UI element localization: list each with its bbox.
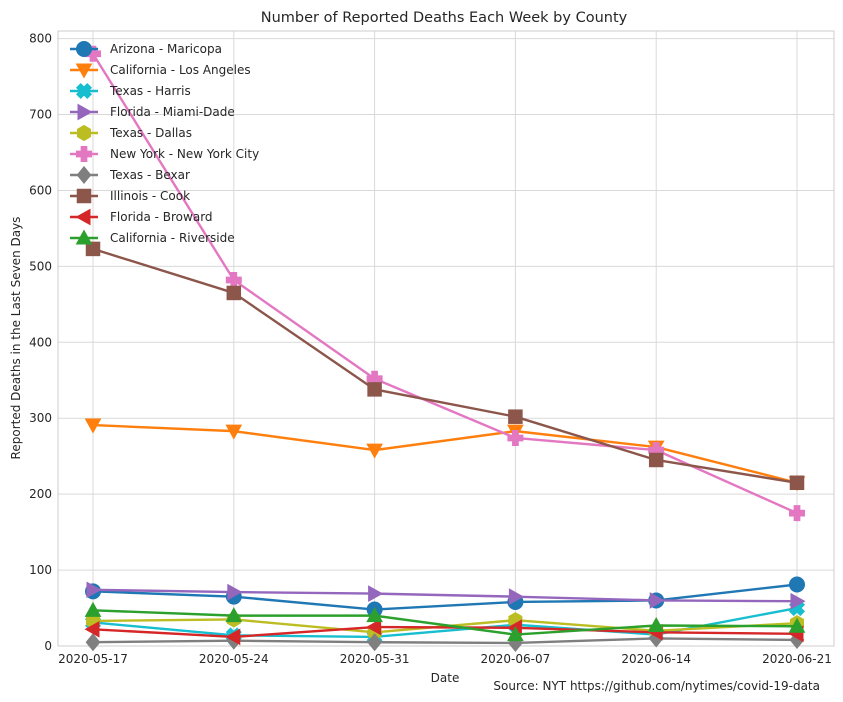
data-point [368, 585, 384, 602]
legend-label: Illinois - Cook [110, 189, 190, 203]
legend-marker [75, 82, 93, 100]
tick-labels: 0 100 200 300 400 500 600 700 800 2020-05-17 2020-… [29, 32, 832, 666]
data-point [226, 285, 242, 301]
y-tick-label: 0 [44, 639, 52, 653]
legend-marker [75, 208, 91, 226]
data-point [649, 592, 665, 609]
legend-entry: California - Los Angeles [70, 63, 251, 79]
legend-label: Texas - Bexar [109, 168, 190, 182]
legend-entry: Illinois - Cook [70, 188, 190, 204]
series-3 [86, 581, 806, 610]
legend-entry: Arizona - Maricopa [70, 41, 222, 57]
x-axis-label: Date [431, 671, 460, 685]
series-line [91, 53, 798, 515]
data-point [86, 581, 102, 599]
legend-marker [76, 41, 92, 57]
legend-label: New York - New York City [110, 147, 259, 161]
series-5 [85, 45, 805, 522]
legend-marker [77, 103, 93, 121]
data-point [507, 626, 524, 642]
series-1 [84, 418, 806, 492]
data-point [789, 576, 805, 593]
legend-entry: Texas - Bexar [70, 165, 190, 185]
series-line [92, 588, 798, 603]
legend-label: California - Los Angeles [110, 63, 251, 77]
series-line [92, 637, 798, 645]
series-line [92, 247, 798, 484]
legend-entry: California - Riverside [70, 229, 235, 245]
legend-entry: Texas - Dallas [70, 124, 192, 142]
x-tick-label: 2020-06-07 [481, 652, 551, 666]
legend-entry: Florida - Broward [70, 208, 213, 226]
y-tick-label: 500 [29, 259, 52, 273]
y-tick-label: 100 [29, 563, 52, 577]
data-point [225, 272, 242, 289]
data-point [225, 628, 241, 646]
legend-marker [75, 63, 93, 79]
source-note: Source: NYT https://github.com/nytimes/c… [493, 679, 820, 693]
legend-label: Florida - Miami-Dade [110, 105, 235, 119]
legend-label: California - Riverside [110, 231, 235, 245]
legend-label: Florida - Broward [110, 210, 213, 224]
chart-title: Number of Reported Deaths Each Week by C… [261, 10, 628, 26]
data-point [85, 633, 101, 652]
y-tick-label: 300 [29, 411, 52, 425]
series-7 [85, 241, 805, 491]
series-9 [84, 601, 806, 642]
data-point [789, 475, 805, 491]
data-point [84, 601, 102, 617]
y-tick-label: 700 [29, 108, 52, 122]
x-tick-label: 2020-06-21 [762, 652, 832, 666]
data-point [790, 592, 806, 610]
grid [58, 31, 834, 647]
data-point [366, 443, 383, 459]
x-tick-label: 2020-05-31 [340, 652, 410, 666]
data-point [367, 633, 382, 652]
data-point [507, 429, 524, 446]
legend-marker [75, 229, 93, 245]
data-point [788, 617, 806, 633]
legend-entry: Texas - Harris [70, 82, 191, 100]
y-axis-label: Reported Deaths in the Last Seven Days [9, 217, 23, 460]
series-line [92, 423, 798, 484]
legend-marker [76, 188, 92, 204]
legend-entry: New York - New York City [70, 146, 259, 162]
series-line [92, 609, 798, 636]
legend-label: Arizona - Maricopa [110, 42, 222, 56]
legend-marker [77, 124, 91, 142]
series-line [92, 625, 798, 639]
y-tick-label: 400 [29, 335, 52, 349]
data-point [84, 418, 102, 434]
legend-label: Texas - Harris [109, 84, 191, 98]
data-point [508, 588, 524, 605]
legend-marker [76, 165, 92, 185]
x-tick-label: 2020-06-14 [621, 652, 691, 666]
y-tick-label: 800 [29, 32, 52, 46]
series-0 [85, 576, 805, 618]
legend-label: Texas - Dallas [109, 126, 192, 140]
data-point [225, 607, 243, 623]
data-point [508, 409, 523, 424]
data-point [648, 452, 664, 468]
plot-frame [57, 30, 835, 647]
data-point [366, 618, 382, 636]
data-point [84, 620, 100, 638]
legend-entry: Florida - Miami-Dade [70, 103, 235, 121]
data-point [85, 241, 101, 257]
data-point [789, 505, 805, 522]
data-point [227, 583, 243, 601]
series-layer [84, 45, 806, 653]
x-tick-label: 2020-05-17 [58, 652, 128, 666]
y-tick-label: 600 [29, 183, 52, 197]
series-line [92, 583, 798, 611]
x-tick-label: 2020-05-24 [199, 652, 269, 666]
y-tick-label: 200 [29, 487, 52, 501]
legend-marker [76, 146, 92, 162]
legend: Arizona - Maricopa California - Los Angel… [70, 41, 259, 245]
data-point [367, 382, 382, 397]
data-point [225, 424, 243, 440]
data-point [647, 616, 665, 632]
data-point [366, 607, 383, 623]
